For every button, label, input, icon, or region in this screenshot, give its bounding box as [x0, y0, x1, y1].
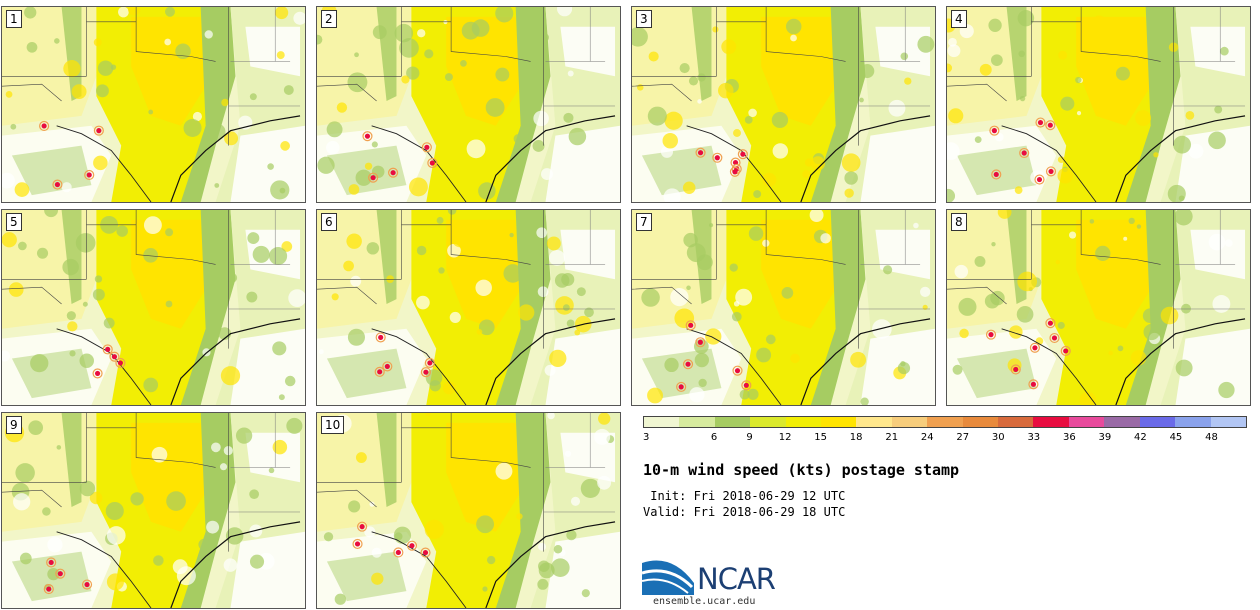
colorbar-tick-label: 9: [746, 432, 753, 443]
colorbar-cell: [821, 417, 857, 427]
colorbar-cell: [927, 417, 963, 427]
member-panel: 3: [631, 6, 936, 203]
colorbar-cell: [962, 417, 999, 427]
colorbar-cell: [856, 417, 892, 427]
plot-title: 10-m wind speed (kts) postage stamp: [643, 461, 960, 479]
member-panel: 6: [316, 209, 621, 406]
wind-speed-map: [2, 413, 305, 608]
wind-speed-map: [632, 7, 935, 202]
colorbar-cell: [1210, 417, 1246, 427]
colorbar-cell: [891, 417, 928, 427]
colorbar-tick-label: 33: [1027, 432, 1041, 443]
colorbar-tick-label: 15: [814, 432, 828, 443]
ncar-logo-icon: [642, 560, 694, 595]
colorbar-cell: [1033, 417, 1069, 427]
member-number-label: 10: [321, 416, 345, 434]
member-number-label: 9: [6, 416, 22, 434]
colorbar-cell: [1104, 417, 1140, 427]
colorbar-tick-label: 3: [643, 432, 650, 443]
member-number-label: 4: [951, 10, 967, 28]
ncar-logo-text: NCAR: [697, 562, 776, 596]
member-panel: 9: [1, 412, 306, 609]
colorbar-tick-label: 21: [885, 432, 899, 443]
wind-speed-map: [2, 210, 305, 405]
colorbar-tick-label: 42: [1134, 432, 1147, 443]
colorbar-cell: [1175, 417, 1211, 427]
member-panel: 7: [631, 209, 936, 406]
member-number-label: 1: [6, 10, 22, 28]
wind-speed-map: [947, 7, 1250, 202]
colorbar-tick-label: 24: [920, 432, 934, 443]
member-panel: 10: [316, 412, 621, 609]
colorbar-tick-label: 36: [1062, 432, 1076, 443]
member-number-label: 6: [321, 213, 337, 231]
colorbar-tick-label: 12: [778, 432, 792, 443]
member-panel: 5: [1, 209, 306, 406]
member-number-label: 8: [951, 213, 967, 231]
colorbar-tick-label: 18: [849, 432, 863, 443]
colorbar-cell: [679, 417, 715, 427]
valid-time: Valid: Fri 2018-06-29 18 UTC: [643, 505, 846, 519]
member-number-label: 3: [636, 10, 652, 28]
wind-speed-map: [947, 210, 1250, 405]
wind-speed-map: [317, 7, 620, 202]
ensemble-url: ensemble.ucar.edu: [653, 596, 756, 607]
colorbar-tick-label: 6: [710, 432, 718, 443]
member-panel: 1: [1, 6, 306, 203]
colorbar-tick-label: 39: [1098, 432, 1112, 443]
wind-speed-map: [317, 210, 620, 405]
wind-speed-map: [2, 7, 305, 202]
member-number-label: 5: [6, 213, 22, 231]
member-number-label: 7: [636, 213, 652, 231]
wind-speed-map: [317, 413, 620, 608]
colorbar-tick-label: 45: [1169, 432, 1183, 443]
member-panel: 2: [316, 6, 621, 203]
colorbar-cell: [750, 417, 786, 427]
colorbar-tick-label: 27: [956, 432, 970, 443]
colorbar-tick-label: 30: [991, 432, 1005, 443]
colorbar-tick-label: 48: [1205, 432, 1218, 443]
member-panel: 8: [946, 209, 1251, 406]
member-panel: 4: [946, 6, 1251, 203]
colorbar-cell: [1139, 417, 1176, 427]
member-number-label: 2: [321, 10, 337, 28]
colorbar-cell: [998, 417, 1034, 427]
colorbar-tick-labels: 3 6 9 12 15 18 21 24 27 30 33 36 39 42 45 48: [643, 432, 1247, 446]
colorbar-cell: [785, 417, 822, 427]
colorbar-cell: [1068, 417, 1105, 427]
init-time: Init: Fri 2018-06-29 12 UTC: [643, 489, 846, 503]
wind-speed-colorbar: [643, 416, 1247, 428]
wind-speed-map: [632, 210, 935, 405]
colorbar-cell: [714, 417, 751, 427]
colorbar-cell: [644, 417, 680, 427]
